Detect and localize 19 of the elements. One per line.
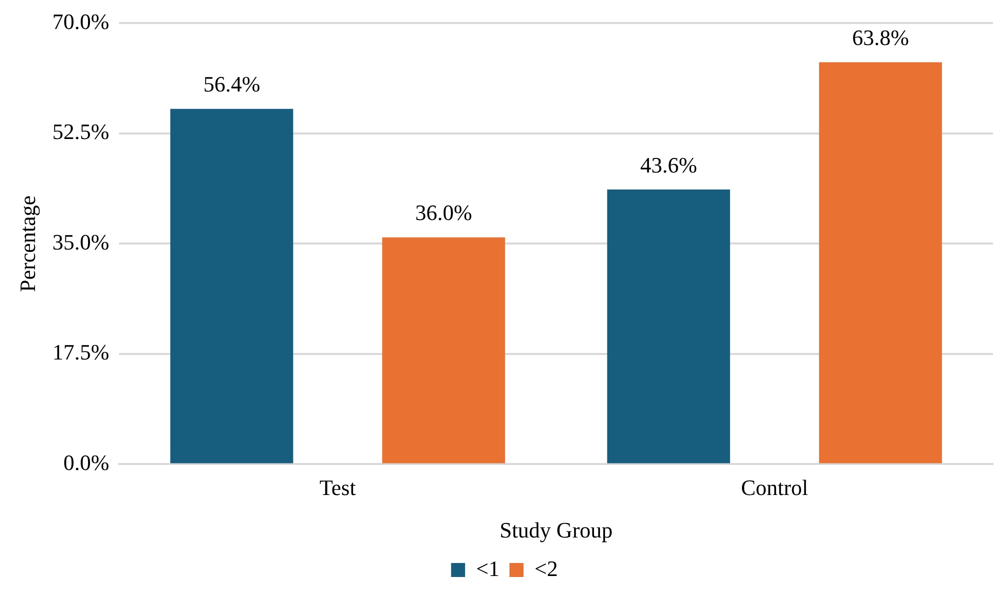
y-tick-label: 17.5%: [52, 340, 110, 365]
data-label: 63.8%: [852, 25, 909, 50]
legend-label: <1: [476, 556, 500, 581]
legend-label: <2: [534, 556, 558, 581]
bar: [819, 62, 942, 464]
y-axis-title: Percentage: [14, 195, 40, 292]
y-tick-label: 52.5%: [52, 119, 110, 144]
y-tick-label: 0.0%: [63, 450, 110, 475]
data-label: 43.6%: [640, 152, 698, 178]
data-label: 36.0%: [415, 200, 472, 226]
y-tick-label: 35.0%: [52, 229, 110, 254]
y-tick-label: 70.0%: [52, 8, 110, 34]
x-tick-label: Test: [320, 475, 356, 500]
data-label: 56.4%: [203, 72, 260, 97]
bar: [607, 190, 730, 464]
x-axis-title: Study Group: [500, 518, 613, 543]
bar: [382, 237, 506, 464]
x-tick-label: Control: [740, 475, 808, 500]
bar: [170, 108, 294, 464]
